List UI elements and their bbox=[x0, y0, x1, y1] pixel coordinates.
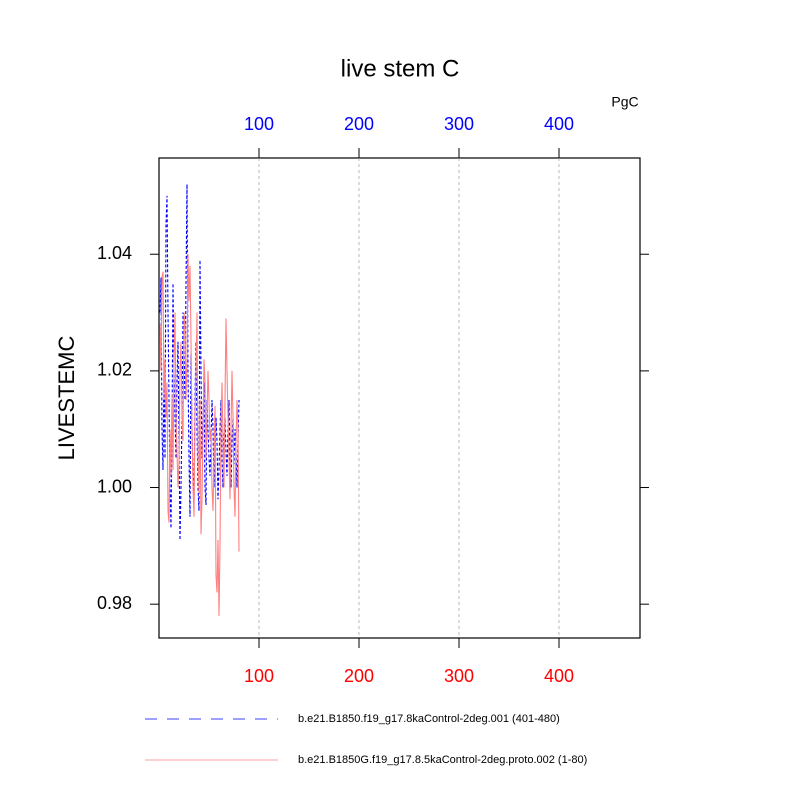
x2-tick-label: 200 bbox=[344, 114, 374, 134]
x2-tick-label: 400 bbox=[544, 114, 574, 134]
x-tick-label: 100 bbox=[244, 666, 274, 686]
x-tick-label: 300 bbox=[444, 666, 474, 686]
y-tick-label: 1.04 bbox=[97, 243, 132, 263]
plot-frame bbox=[158, 157, 641, 639]
y-axis-title: LIVESTEMC bbox=[54, 336, 79, 461]
x2-tick-label: 100 bbox=[244, 114, 274, 134]
x2-tick-label: 300 bbox=[444, 114, 474, 134]
legend-label: b.e21.B1850G.f19_g17.8.5kaControl-2deg.p… bbox=[298, 754, 587, 766]
x-tick-label: 200 bbox=[344, 666, 374, 686]
y-tick-label: 0.98 bbox=[97, 593, 132, 613]
chart-title: live stem C bbox=[341, 55, 460, 82]
series-line bbox=[159, 184, 240, 541]
legend-label: b.e21.B1850.f19_g17.8kaControl-2deg.001 … bbox=[298, 713, 560, 725]
y-tick-label: 1.02 bbox=[97, 360, 132, 380]
x-tick-label: 400 bbox=[544, 666, 574, 686]
y-tick-label: 1.00 bbox=[97, 476, 132, 496]
series-line bbox=[159, 254, 240, 616]
units-label: PgC bbox=[611, 94, 638, 110]
